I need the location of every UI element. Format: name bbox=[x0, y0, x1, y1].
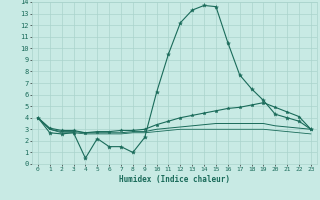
X-axis label: Humidex (Indice chaleur): Humidex (Indice chaleur) bbox=[119, 175, 230, 184]
